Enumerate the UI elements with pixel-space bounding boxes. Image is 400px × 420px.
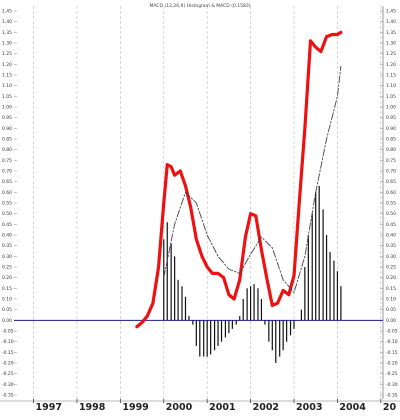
y-tick-label-left: 0.70	[2, 169, 12, 175]
y-tick-label-right: 0.35	[386, 243, 396, 249]
y-tick-label-left: 0.15	[2, 286, 12, 292]
y-tick-label-right: 0.65	[386, 179, 396, 185]
y-tick-label-right: 0.40	[386, 233, 396, 239]
y-tick-label-left: 0.90	[2, 126, 12, 132]
y-tick-label-left: 1.45	[2, 9, 12, 15]
y-tick-label-left: 0.35	[2, 243, 12, 249]
x-tick-label: 2004	[339, 402, 366, 413]
y-tick-label-left: 0.05	[2, 307, 12, 313]
y-tick-labels: 1.45 1.45 1.40 1.40 1.35 1.35 1.30 1.30 1.25 1.25…	[2, 9, 398, 399]
y-tick-label-left: 0.55	[2, 201, 12, 207]
y-tick-label-right: 0.45	[386, 222, 396, 228]
y-tick-label-right: 1.00	[386, 105, 396, 111]
y-tick-label-right: 0.15	[386, 286, 396, 292]
y-tick-label-left: 0.30	[2, 254, 12, 260]
y-tick-label-right: 0.25	[386, 265, 396, 271]
y-tick-label-right: 0.75	[386, 158, 396, 164]
y-tick-label-left: 1.30	[2, 41, 12, 47]
y-tick-label-left: -0.25	[2, 371, 14, 377]
y-tick-label-right: 0.20	[386, 275, 396, 281]
y-tick-label-right: 0.70	[386, 169, 396, 175]
y-tick-label-right: 0.05	[386, 307, 396, 313]
y-tick-label-right: 1.15	[386, 73, 396, 79]
y-tick-label-right: 0.30	[386, 254, 396, 260]
y-tick-label-right: -0.15	[386, 350, 398, 356]
y-tick-label-right: 0.60	[386, 190, 396, 196]
y-tick-label-right: -0.30	[386, 382, 398, 388]
y-tick-label-left: 0.65	[2, 179, 12, 185]
y-tick-label-right: 0.95	[386, 115, 396, 121]
y-tick-label-right: 1.05	[386, 94, 396, 100]
y-tick-label-right: 0.90	[386, 126, 396, 132]
y-tick-label-right: -0.10	[386, 339, 398, 345]
y-tick-label-right: 0.85	[386, 137, 396, 143]
y-tick-label-right: 0.55	[386, 201, 396, 207]
y-tick-label-left: 1.00	[2, 105, 12, 111]
y-tick-label-right: 1.45	[386, 9, 396, 15]
y-tick-label-left: -0.05	[2, 329, 14, 335]
x-tick-label: 1999	[122, 402, 148, 413]
x-tick-label: 2003	[296, 402, 322, 413]
y-tick-label-right: 1.25	[386, 51, 396, 57]
y-tick-label-right: 1.35	[386, 30, 396, 36]
y-tick-label-right: -0.05	[386, 329, 398, 335]
y-tick-label-left: 1.05	[2, 94, 12, 100]
y-tick-label-left: 1.20	[2, 62, 12, 68]
x-tick-label: 2000	[166, 402, 193, 413]
y-tick-label-left: 1.25	[2, 51, 12, 57]
y-tick-label-right: 1.40	[386, 19, 396, 25]
y-tick-label-right: 1.30	[386, 41, 396, 47]
y-tick-label-left: -0.10	[2, 339, 14, 345]
y-tick-label-left: 0.00	[2, 318, 12, 324]
series-layer	[135, 30, 343, 329]
grid-layer	[14, 6, 384, 399]
y-tick-label-right: 0.00	[386, 318, 396, 324]
y-tick-label-left: -0.35	[2, 393, 14, 399]
y-tick-label-right: -0.20	[386, 361, 398, 367]
x-axis: 1997 1998 1999 2000 2001 2002 2003 2004 20	[0, 399, 400, 413]
y-tick-label-left: 0.75	[2, 158, 12, 164]
x-tick-label: 2001	[209, 402, 235, 413]
y-tick-label-left: 0.95	[2, 115, 12, 121]
y-tick-label-right: 0.50	[386, 211, 396, 217]
x-tick-label: 20	[383, 402, 397, 413]
y-tick-label-left: -0.30	[2, 382, 14, 388]
x-tick-label: 2002	[253, 402, 279, 413]
y-tick-label-left: 0.40	[2, 233, 12, 239]
x-tick-label: 1997	[36, 402, 62, 413]
x-tick-label: 1998	[79, 402, 106, 413]
y-tick-label-left: 1.40	[2, 19, 12, 25]
y-tick-label-left: 1.35	[2, 30, 12, 36]
y-tick-label-right: 1.20	[386, 62, 396, 68]
chart-title: MACD (12,26,9) Histogram & MACD (0.1583)	[150, 3, 251, 9]
y-tick-label-left: 0.85	[2, 137, 12, 143]
y-tick-label-left: 0.60	[2, 190, 12, 196]
y-tick-label-left: 0.50	[2, 211, 12, 217]
y-tick-label-left: 0.20	[2, 275, 12, 281]
y-tick-label-right: 1.10	[386, 83, 396, 89]
y-tick-label-left: 0.10	[2, 297, 12, 303]
macd-line	[135, 30, 343, 329]
y-tick-label-left: 0.80	[2, 147, 12, 153]
y-tick-label-right: -0.35	[386, 393, 398, 399]
y-tick-label-right: 0.80	[386, 147, 396, 153]
y-tick-label-right: -0.25	[386, 371, 398, 377]
y-tick-label-right: 0.10	[386, 297, 396, 303]
y-tick-label-left: 1.15	[2, 73, 12, 79]
signal-line	[163, 66, 342, 294]
y-tick-label-left: 0.45	[2, 222, 12, 228]
y-tick-label-left: -0.15	[2, 350, 14, 356]
y-tick-label-left: 1.10	[2, 83, 12, 89]
y-tick-label-left: -0.20	[2, 361, 14, 367]
histogram-layer	[163, 185, 342, 363]
y-tick-label-left: 0.25	[2, 265, 12, 271]
